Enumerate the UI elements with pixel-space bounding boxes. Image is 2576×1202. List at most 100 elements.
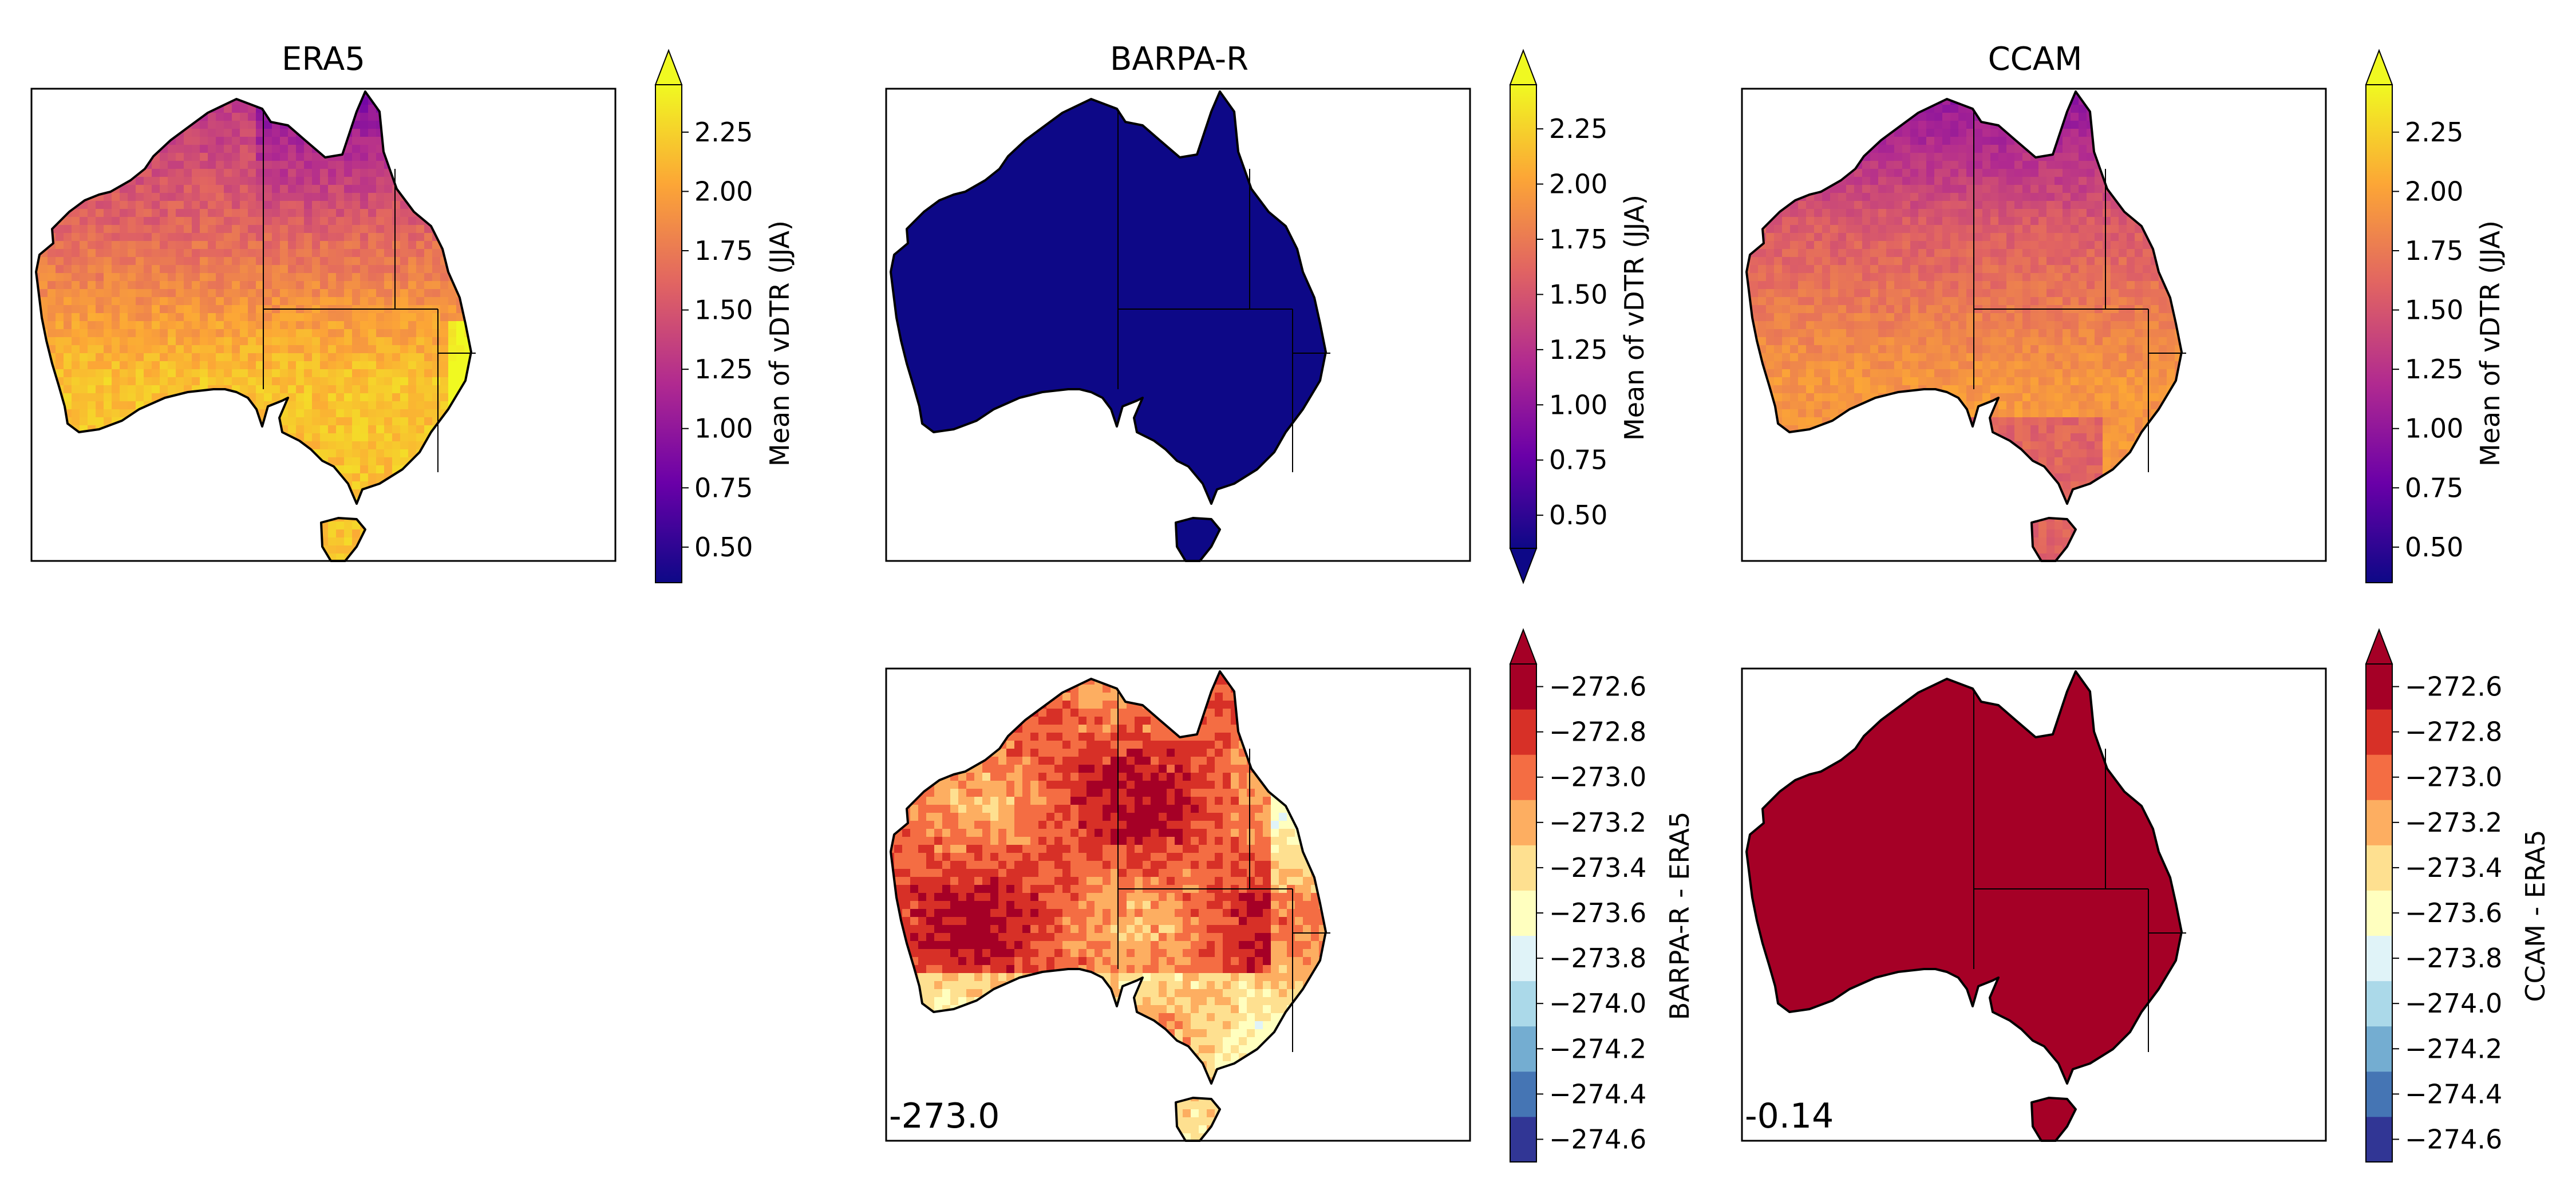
map-cell (296, 329, 305, 338)
map-cell (288, 137, 297, 145)
map-cell (168, 185, 176, 193)
map-cell (144, 481, 152, 490)
map-cell (312, 401, 321, 410)
map-cell (2151, 137, 2159, 145)
map-cell (2215, 97, 2223, 105)
map-cell (552, 481, 561, 490)
map-cell (104, 201, 112, 209)
map-cell (584, 121, 593, 129)
map-cell (264, 217, 272, 226)
map-cell (248, 209, 256, 218)
map-cell (592, 97, 601, 105)
map-cell (2287, 97, 2296, 105)
map-cell (80, 497, 88, 506)
map-cell (472, 417, 481, 426)
map-cell (384, 449, 393, 458)
map-cell (544, 233, 553, 242)
map-cell (304, 129, 313, 137)
map-cell (360, 353, 369, 362)
map-cell (576, 489, 585, 498)
map-cell (192, 337, 200, 346)
map-cell (88, 505, 96, 514)
map-cell (352, 193, 361, 201)
map-cell (576, 497, 585, 506)
map-cell (272, 161, 280, 169)
map-cell (1838, 153, 1847, 161)
map-cell (36, 465, 40, 474)
map-cell (128, 249, 136, 258)
map-cell (200, 193, 208, 201)
map-cell (312, 169, 321, 177)
map-cell (568, 393, 577, 402)
map-cell (80, 145, 88, 153)
map-cell (328, 265, 337, 274)
map-cell (424, 249, 433, 258)
map-cell (2111, 137, 2119, 145)
map-cell (216, 97, 224, 105)
map-cell (48, 137, 56, 145)
map-cell (1934, 137, 1943, 145)
map-cell (560, 185, 569, 193)
map-cell (56, 449, 64, 458)
map-cell (2030, 113, 2039, 121)
map-cell (136, 153, 144, 161)
map-cell (1854, 92, 1863, 97)
map-cell (2255, 105, 2263, 113)
map-cell (568, 417, 577, 426)
map-cell (39, 289, 48, 298)
map-cell (536, 545, 545, 554)
map-cell (568, 145, 577, 153)
map-cell (432, 137, 441, 145)
map-cell (336, 457, 345, 466)
map-cell (64, 257, 72, 266)
map-cell (232, 369, 240, 378)
map-cell (312, 185, 321, 193)
map-cell (1982, 129, 1991, 137)
map-cell (64, 273, 72, 282)
map-cell (2151, 92, 2159, 97)
map-cell (39, 185, 48, 193)
map-cell (584, 377, 593, 386)
map-cell (584, 545, 593, 554)
map-cell (39, 489, 48, 498)
map-cell (1926, 145, 1935, 153)
map-cell (480, 481, 489, 490)
map-cell (144, 457, 152, 466)
map-cell (328, 321, 337, 330)
map-cell (136, 241, 144, 250)
map-cell (400, 337, 409, 346)
map-cell (224, 377, 232, 386)
map-cell (88, 209, 96, 218)
map-cell (376, 433, 385, 442)
map-cell (520, 265, 529, 274)
map-cell (512, 313, 521, 322)
map-cell (2022, 153, 2031, 161)
map-cell (416, 401, 425, 410)
map-cell (552, 417, 561, 426)
map-cell (280, 225, 289, 234)
map-cell (368, 417, 377, 426)
map-cell (512, 89, 521, 97)
map-cell (408, 393, 417, 402)
map-cell (64, 465, 72, 474)
map-cell (2183, 105, 2191, 113)
map-cell (376, 449, 385, 458)
map-cell (56, 353, 64, 362)
map-cell (504, 113, 513, 121)
map-cell (1870, 97, 1879, 105)
map-cell (592, 105, 601, 113)
map-cell (160, 449, 168, 458)
map-cell (2127, 129, 2135, 137)
map-cell (1750, 129, 1759, 137)
map-cell (2311, 145, 2320, 153)
map-cell (520, 153, 529, 161)
map-cell (1886, 121, 1895, 129)
map-cell (1934, 121, 1943, 129)
map-cell (64, 353, 72, 362)
map-cell (536, 521, 545, 530)
map-cell (360, 361, 369, 370)
map-cell (1747, 129, 1751, 137)
map-cell (96, 265, 104, 274)
map-cell (152, 105, 160, 113)
map-cell (80, 385, 88, 394)
